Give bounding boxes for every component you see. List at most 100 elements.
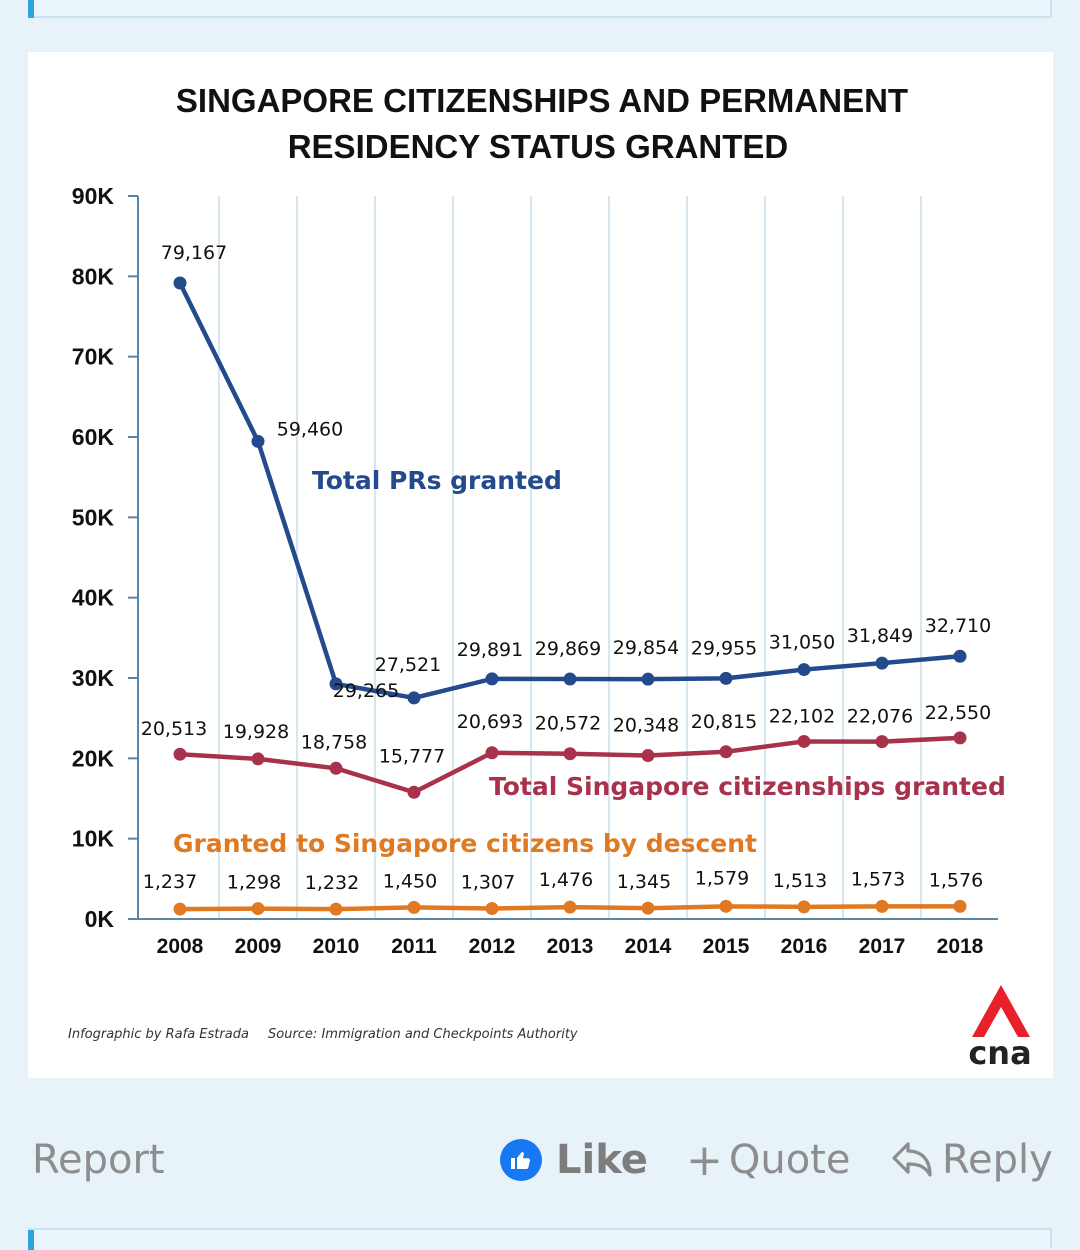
data-label: 1,576 [929,869,983,891]
post-action-bar: Report Like + Quote Reply [0,1128,1080,1192]
data-point [953,731,967,745]
data-label: 20,348 [613,715,679,737]
x-tick-label: 2013 [547,935,594,958]
data-label: 1,345 [617,871,671,893]
data-label: 31,050 [769,632,835,654]
like-button[interactable]: Like [500,1128,648,1192]
data-point [641,672,655,686]
data-point [641,749,655,763]
chart-card[interactable]: SINGAPORE CITIZENSHIPS AND PERMANENT RES… [28,52,1053,1078]
x-tick-label: 2011 [391,935,437,958]
x-tick-label: 2017 [859,935,906,958]
data-label: 20,572 [535,713,601,735]
data-point [797,900,811,914]
x-tick-label: 2014 [625,935,672,958]
plus-icon: + [686,1134,723,1186]
x-tick-label: 2008 [157,935,204,958]
y-tick-label: 70K [72,344,115,370]
legend-citizens-by-descent: Granted to Singapore citizens by descent [173,829,757,858]
cna-logo-mark [972,985,1030,1037]
quote-button[interactable]: + Quote [686,1128,850,1192]
data-label: 1,513 [773,870,827,892]
series-layer [173,276,967,916]
reply-button[interactable]: Reply [890,1128,1053,1192]
data-label: 59,460 [277,418,343,440]
data-point [953,899,967,913]
y-tick-label: 30K [72,665,115,691]
data-label: 29,854 [613,637,679,659]
data-label: 19,928 [223,721,289,743]
data-point [407,691,421,705]
y-tick-label: 50K [72,504,115,530]
data-point [641,901,655,915]
data-point [329,761,343,775]
data-point [953,649,967,663]
data-label: 32,710 [925,615,991,637]
data-point [485,746,499,760]
data-point [875,899,889,913]
data-point [329,902,343,916]
data-label: 1,298 [227,872,281,894]
data-label: 20,693 [457,711,523,733]
x-tick-label: 2012 [469,935,516,958]
grid-layer [218,196,922,919]
data-label: 29,869 [535,638,601,660]
chart-title-line-2: RESIDENCY STATUS GRANTED [288,128,789,165]
previous-post-card [28,0,1052,18]
y-tick-label: 80K [72,263,115,289]
data-label: 18,758 [301,731,367,753]
data-point [719,899,733,913]
data-point [251,434,265,448]
data-label: 22,076 [847,706,913,728]
y-tick-label: 60K [72,424,115,450]
quote-label: Quote [728,1137,851,1183]
legend-total-citizenships: Total Singapore citizenships granted [489,772,1006,801]
data-label: 20,815 [691,711,757,733]
thumbs-up-icon [500,1139,542,1181]
data-label: 31,849 [847,625,913,647]
data-point [797,734,811,748]
data-point [719,671,733,685]
data-point [875,735,889,749]
data-point [173,276,187,290]
x-tick-label: 2015 [703,935,750,958]
post-accent-bar [28,1230,34,1250]
data-label: 22,550 [925,702,991,724]
y-tick-label: 0K [85,906,115,932]
x-tick-label: 2010 [313,935,360,958]
x-tick-label: 2009 [235,935,282,958]
data-label: 1,579 [695,867,749,889]
data-point [407,900,421,914]
infographic-credit: Infographic by Rafa Estrada [68,1027,249,1042]
next-post-card [28,1228,1052,1250]
data-point [719,745,733,759]
data-label: 22,102 [769,705,835,727]
legend-total-prs: Total PRs granted [312,466,562,495]
source-credit: Source: Immigration and Checkpoints Auth… [268,1027,578,1042]
chart-title-line-1: SINGAPORE CITIZENSHIPS AND PERMANENT [176,82,908,119]
reply-label: Reply [942,1137,1053,1183]
data-point [485,672,499,686]
data-point [797,663,811,677]
data-point [329,677,343,691]
data-point [563,900,577,914]
data-label: 1,232 [305,872,359,894]
data-label: 29,891 [457,639,523,661]
data-label: 29,265 [333,680,399,702]
data-point [173,747,187,761]
reply-arrow-icon [890,1140,934,1180]
y-tick-label: 90K [72,183,115,209]
data-label: 27,521 [375,654,441,676]
report-button[interactable]: Report [32,1128,165,1192]
y-tick-label: 10K [72,826,115,852]
data-label: 1,237 [143,871,197,893]
x-tick-label: 2016 [781,935,828,958]
like-label: Like [556,1137,648,1183]
data-point [875,656,889,670]
data-label: 15,777 [379,745,445,767]
data-point [563,747,577,761]
cna-logo-text: cna [968,1034,1031,1072]
data-label: 29,955 [691,637,757,659]
data-label-layer: 79,167 59,460 29,265 27,521 29,891 29,869 29,8… [141,242,991,894]
axis-layer: 0K 10K 20K 30K 40K 50K 60K 70K 80K 90K 2008 2009 201… [72,183,998,958]
